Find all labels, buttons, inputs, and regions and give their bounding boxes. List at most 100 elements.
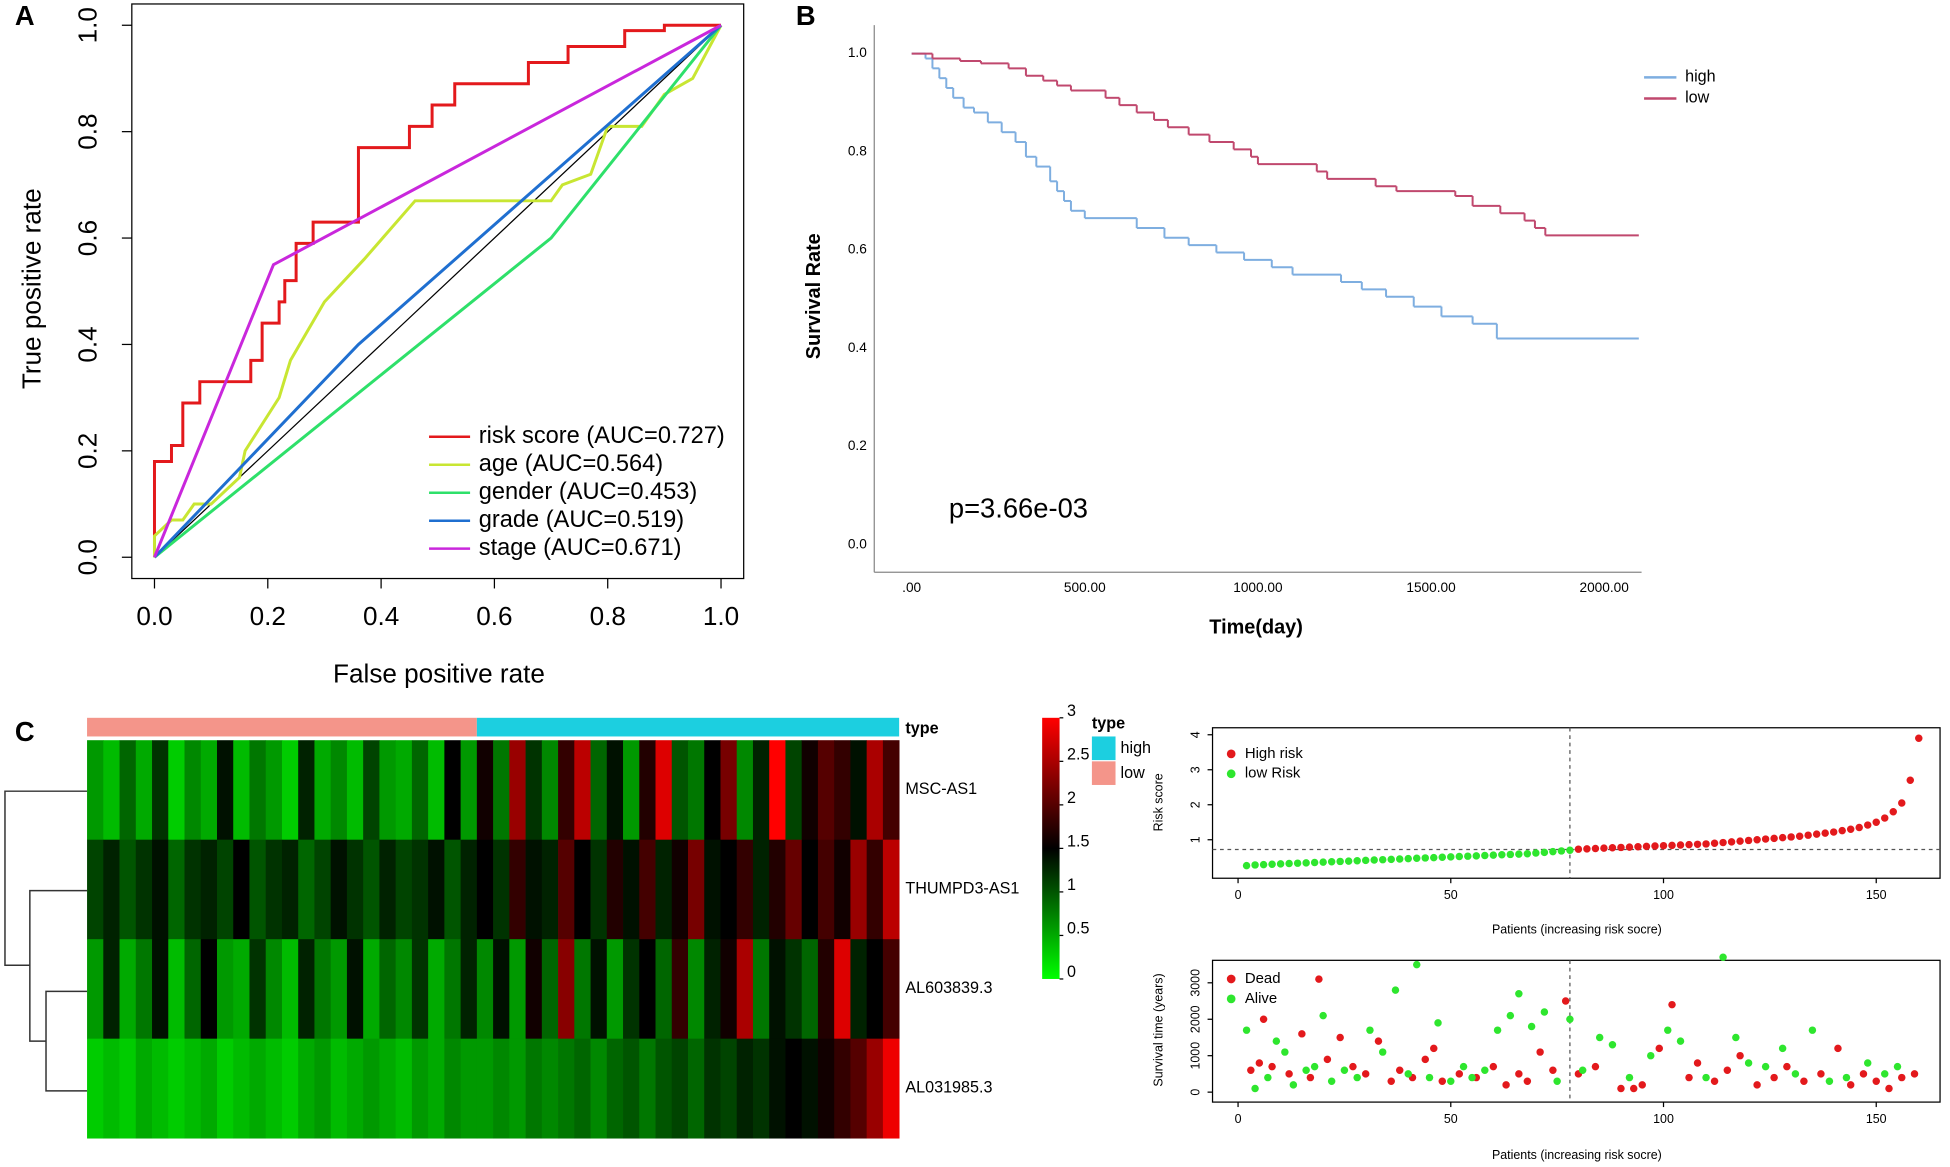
y-tick-label: 2000 [1189, 1005, 1203, 1033]
y-tick-label: 1 [1189, 836, 1203, 843]
point [1889, 808, 1897, 816]
heatmap-cell [314, 740, 332, 841]
point [1532, 849, 1540, 857]
point [1391, 986, 1400, 994]
heatmap-cell [476, 839, 494, 940]
point [1761, 835, 1770, 843]
heatmap-cell [493, 839, 510, 940]
heatmap-cell [249, 939, 267, 1040]
x-tick-label: 0 [1235, 888, 1242, 902]
heatmap-cell [87, 1038, 104, 1139]
heatmap-cell [395, 1038, 413, 1139]
heatmap-cell [671, 839, 689, 940]
point [1753, 836, 1761, 844]
heatmap-cell [639, 839, 656, 940]
point [1591, 844, 1600, 853]
point [1430, 1044, 1438, 1053]
colorbar-label: 0.5 [1067, 919, 1089, 937]
point [1481, 851, 1489, 860]
point [1685, 1073, 1693, 1082]
heatmap-cell [590, 740, 608, 841]
heatmap-cell [509, 1038, 526, 1139]
point [1455, 852, 1464, 861]
x-tick-label: 1.0 [703, 601, 739, 631]
point [1268, 1062, 1276, 1071]
heatmap-cell [866, 1038, 884, 1139]
point [1898, 799, 1906, 807]
heatmap-cell [87, 740, 104, 841]
point [1557, 847, 1566, 855]
point [1808, 1026, 1817, 1034]
roc-curve [152, 24, 723, 558]
x-tick-label: 1000.00 [1233, 580, 1283, 595]
point [1447, 853, 1455, 861]
heatmap-cell [87, 939, 104, 1040]
heatmap-cell [574, 939, 591, 1040]
heatmap-cell [671, 939, 689, 1040]
point [1264, 1073, 1272, 1082]
heatmap-cell [152, 839, 169, 940]
point [1719, 953, 1727, 962]
point [1787, 833, 1795, 841]
point [1553, 1077, 1561, 1085]
heatmap-cell [168, 939, 185, 1040]
heatmap-cell [736, 839, 754, 940]
heatmap-cell [379, 1038, 397, 1139]
point [1395, 855, 1404, 863]
colorbar-label: 1.5 [1067, 832, 1089, 850]
point [1319, 858, 1327, 866]
roc-curve [153, 24, 723, 559]
point [1719, 838, 1727, 847]
panel-label: B [796, 0, 816, 31]
heatmap-cell [281, 740, 299, 841]
heatmap-cell [525, 740, 543, 841]
heatmap-cell [493, 740, 510, 841]
point [1515, 850, 1523, 858]
point [1710, 839, 1719, 847]
heatmap-cell [493, 939, 510, 1040]
point [1421, 854, 1429, 862]
point [1413, 960, 1421, 969]
point [1404, 1070, 1412, 1078]
colorbar [1042, 717, 1060, 979]
panel-label: C [15, 716, 35, 747]
heatmap-cell [558, 740, 575, 841]
point [1817, 1070, 1825, 1078]
point [1378, 1048, 1387, 1056]
heatmap-cell [411, 740, 429, 841]
heatmap-cell [720, 839, 738, 940]
legend-label: risk score (AUC=0.727) [479, 423, 725, 449]
heatmap-cell [346, 1038, 364, 1139]
heatmap-cell [655, 1038, 673, 1139]
heatmap-cell [558, 839, 575, 940]
heatmap-cell [395, 839, 413, 940]
heatmap-cell [509, 939, 526, 1040]
heatmap-cell [119, 1038, 137, 1139]
heatmap-cell [574, 1038, 591, 1139]
heatmap-cell [736, 1038, 754, 1139]
type-legend-label: low [1121, 764, 1146, 782]
heatmap-cell [882, 839, 900, 940]
legend-label: low Risk [1245, 765, 1301, 782]
heatmap-cell [769, 939, 786, 1040]
point [1842, 1073, 1851, 1082]
heatmap-cell [752, 740, 770, 841]
heatmap-cell [330, 939, 348, 1040]
heatmap-cell [281, 939, 299, 1040]
point [1395, 1066, 1404, 1075]
colorbar-label: 1 [1067, 876, 1076, 894]
type-legend-label: high [1121, 739, 1152, 757]
legend-label: low [1685, 89, 1710, 107]
point [1629, 1084, 1638, 1093]
point [1595, 1033, 1604, 1042]
point [1523, 850, 1532, 858]
point [1881, 814, 1889, 822]
colorbar-label: 2 [1067, 789, 1076, 807]
legend-label: Dead [1245, 970, 1281, 987]
point [1259, 1015, 1268, 1023]
point [1527, 1022, 1536, 1031]
point [1315, 975, 1323, 983]
heatmap-cell [119, 839, 137, 940]
point [1761, 1062, 1770, 1071]
point [1242, 1026, 1251, 1034]
